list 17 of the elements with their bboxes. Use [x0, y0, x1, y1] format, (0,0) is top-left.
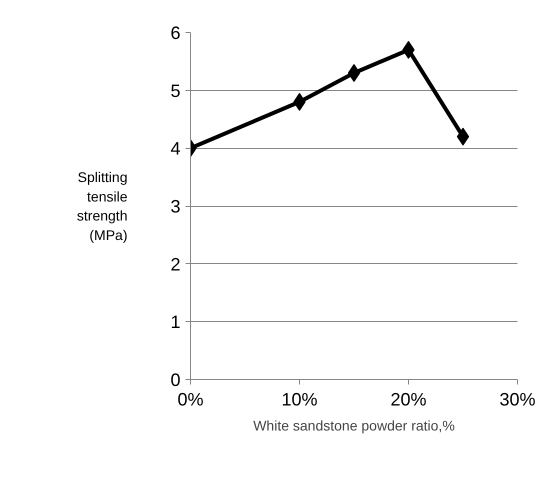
- x-tick-label: 10%: [281, 390, 318, 410]
- y-tick-label: 1: [170, 312, 181, 332]
- point: [348, 64, 360, 82]
- y-tick-label: 5: [170, 80, 181, 101]
- x-tick-label: 30%: [499, 390, 536, 410]
- point: [456, 128, 470, 146]
- point: [402, 40, 415, 59]
- x-tick-label: 20%: [390, 390, 427, 410]
- y-tick-label: 2: [170, 254, 181, 274]
- y-tick-label: 0: [170, 370, 181, 390]
- x-tick-label: 0%: [177, 390, 204, 410]
- point: [293, 92, 306, 111]
- y-tick-label: 6: [170, 23, 181, 43]
- y-axis-title: Splitting tensile strength (MPa): [76, 169, 128, 243]
- y-tick-label: 4: [170, 138, 181, 159]
- y-tick-label: 3: [170, 196, 181, 216]
- x-axis-title: White sandstone powder ratio,%: [253, 418, 455, 434]
